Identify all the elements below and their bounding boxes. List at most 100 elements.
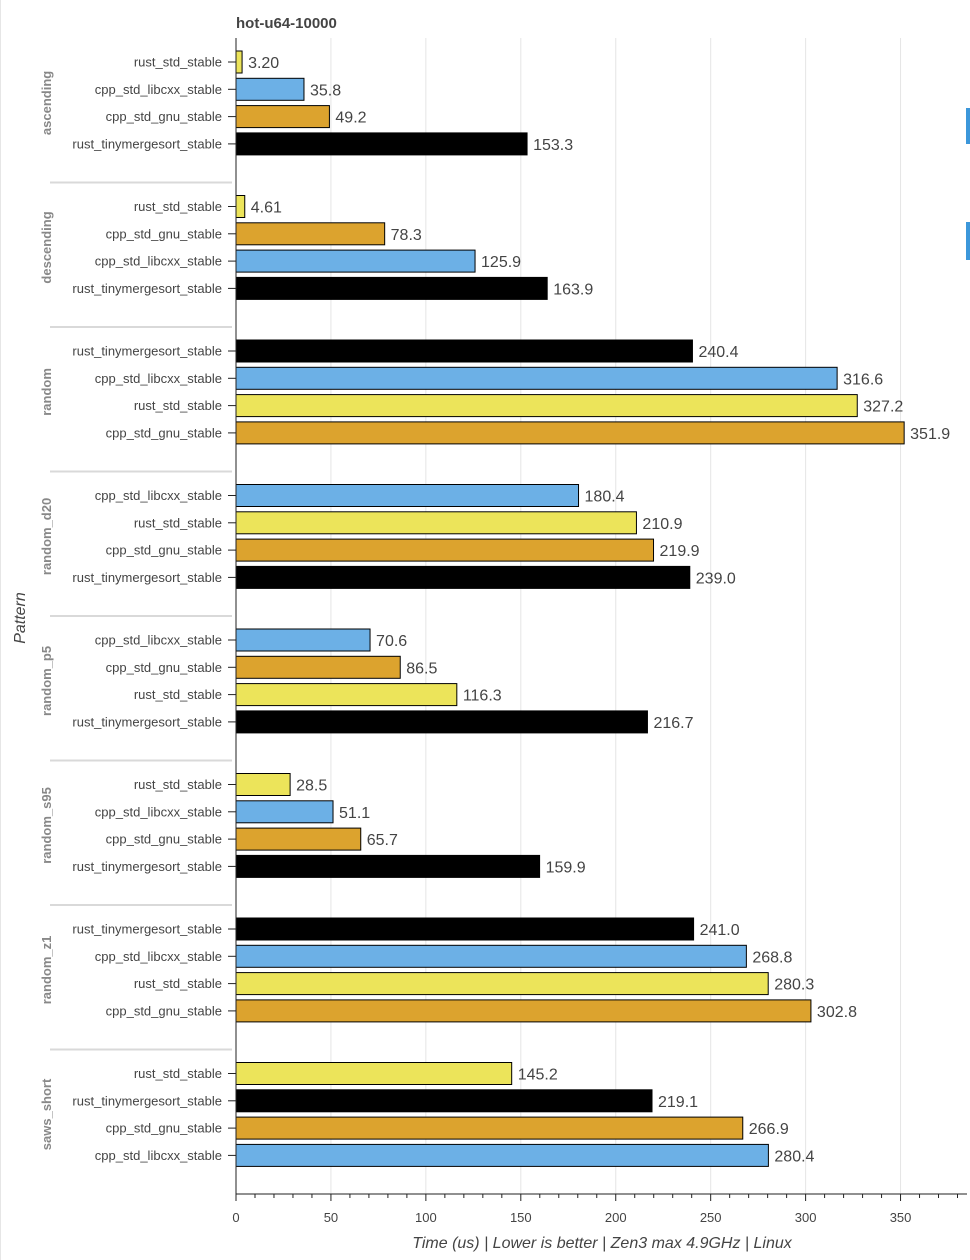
bar-cpp_std_libcxx_stable: [235, 800, 334, 824]
y-category-label: rust_tinymergesort_stable: [72, 1093, 222, 1108]
bar-rust_std_stable: [235, 50, 243, 74]
value-label: 35.8: [310, 82, 341, 99]
value-label: 302.8: [817, 1004, 857, 1021]
x-tick-label: 250: [700, 1210, 722, 1225]
value-label: 280.3: [774, 977, 814, 994]
value-label: 351.9: [910, 426, 950, 443]
value-label: 125.9: [481, 254, 521, 271]
y-category-label: rust_std_stable: [134, 55, 222, 70]
bar-rust_tinymergesort_stable: [235, 339, 693, 363]
value-label: 51.1: [339, 805, 370, 822]
bar-cpp_std_gnu_stable: [235, 1116, 744, 1140]
x-axis-title: Time (us) | Lower is better | Zen3 max 4…: [412, 1235, 793, 1252]
y-category-label: cpp_std_gnu_stable: [106, 109, 222, 124]
value-label: 3.20: [248, 55, 279, 72]
y-category-label: rust_tinymergesort_stable: [72, 136, 222, 151]
y-category-label: cpp_std_gnu_stable: [106, 1121, 222, 1136]
bar-rust_tinymergesort_stable: [235, 276, 548, 300]
bar-cpp_std_libcxx_stable: [235, 484, 580, 507]
group-label-random: random: [39, 368, 54, 416]
y-category-label: cpp_std_libcxx_stable: [95, 633, 222, 648]
value-label: 180.4: [585, 489, 625, 506]
y-category-label: cpp_std_libcxx_stable: [95, 82, 222, 97]
bar-rust_std_stable: [235, 773, 291, 796]
y-category-label: cpp_std_libcxx_stable: [95, 1148, 222, 1163]
bar-cpp_std_libcxx_stable: [235, 366, 838, 390]
value-label: 4.61: [251, 200, 282, 217]
bar-rust_tinymergesort_stable: [235, 132, 528, 156]
value-label: 327.2: [863, 399, 903, 416]
y-category-label: cpp_std_gnu_stable: [106, 226, 222, 241]
chart-title: hot-u64-10000: [236, 15, 337, 32]
y-category-label: rust_std_stable: [134, 1066, 222, 1081]
bar-cpp_std_gnu_stable: [235, 999, 812, 1023]
gridlines: [50, 38, 902, 1194]
group-label-ascending: ascending: [39, 71, 54, 135]
x-tick-label: 350: [890, 1210, 912, 1225]
y-category-label: rust_std_stable: [134, 398, 222, 413]
y-category-label: rust_std_stable: [134, 199, 222, 214]
axes: 0 50 100 150 200 250 300 350: [228, 38, 967, 1225]
value-label: 216.7: [653, 715, 693, 732]
y-category-label: rust_tinymergesort_stable: [72, 344, 222, 359]
x-tick-label: 100: [415, 1210, 437, 1225]
value-label: 116.3: [463, 688, 502, 705]
y-category-label: cpp_std_gnu_stable: [106, 832, 222, 847]
bar-cpp_std_gnu_stable: [235, 655, 401, 679]
y-category-label: cpp_std_libcxx_stable: [95, 949, 222, 964]
bar-cpp_std_gnu_stable: [235, 105, 330, 129]
y-category-label: cpp_std_libcxx_stable: [95, 371, 222, 386]
group-label-saws_short: saws_short: [39, 1078, 54, 1150]
value-label: 210.9: [642, 516, 682, 533]
x-tick-label: 200: [605, 1210, 627, 1225]
legend-marker-1: [966, 108, 970, 144]
value-label: 280.4: [774, 1148, 814, 1165]
value-label: 65.7: [367, 832, 398, 849]
value-label: 78.3: [391, 227, 422, 244]
bar-rust_tinymergesort_stable: [235, 1089, 653, 1113]
value-label: 241.0: [700, 922, 740, 939]
bar-rust_std_stable: [235, 511, 637, 535]
bar-cpp_std_gnu_stable: [235, 827, 362, 851]
y-category-label: cpp_std_gnu_stable: [106, 660, 222, 675]
bar-cpp_std_libcxx_stable: [235, 1143, 769, 1167]
bar-cpp_std_gnu_stable: [235, 222, 386, 246]
bar-cpp_std_gnu_stable: [235, 538, 655, 562]
value-label: 145.2: [518, 1067, 558, 1084]
y-category-label: rust_std_stable: [134, 976, 222, 991]
bar-cpp_std_libcxx_stable: [235, 628, 371, 652]
labels: 3.20 rust_std_stable 35.8 cpp_std_libcxx_st…: [39, 55, 950, 1166]
group-label-descending: descending: [39, 211, 54, 283]
y-category-label: rust_tinymergesort_stable: [72, 859, 222, 874]
value-label: 239.0: [696, 570, 736, 587]
bar-rust_tinymergesort_stable: [235, 565, 691, 589]
value-label: 86.5: [406, 660, 437, 677]
y-axis-title: Pattern: [12, 592, 29, 644]
value-label: 219.1: [658, 1094, 698, 1111]
bar-cpp_std_gnu_stable: [235, 421, 905, 445]
bar-cpp_std_libcxx_stable: [235, 249, 476, 273]
value-label: 316.6: [843, 371, 883, 388]
y-category-label: cpp_std_libcxx_stable: [95, 254, 222, 269]
y-category-label: cpp_std_gnu_stable: [106, 1003, 222, 1018]
y-category-label: rust_std_stable: [134, 777, 222, 792]
group-label-random_s95: random_s95: [39, 787, 54, 864]
bar-rust_std_stable: [235, 972, 769, 996]
bar-rust_tinymergesort_stable: [235, 710, 648, 734]
legend-marker-2: [966, 222, 970, 260]
group-label-random_p5: random_p5: [39, 646, 54, 716]
value-label: 28.5: [296, 778, 327, 795]
group-label-random_d20: random_d20: [39, 498, 54, 575]
x-tick-label: 50: [324, 1210, 338, 1225]
y-category-label: rust_std_stable: [134, 687, 222, 702]
bars: [235, 50, 905, 1167]
y-category-label: cpp_std_gnu_stable: [106, 425, 222, 440]
value-label: 159.9: [546, 859, 586, 876]
y-category-label: rust_tinymergesort_stable: [72, 714, 222, 729]
bar-rust_std_stable: [235, 394, 858, 418]
x-tick-label: 150: [510, 1210, 532, 1225]
value-label: 153.3: [533, 137, 573, 154]
y-category-label: rust_tinymergesort_stable: [72, 281, 222, 296]
value-label: 219.9: [660, 543, 700, 560]
